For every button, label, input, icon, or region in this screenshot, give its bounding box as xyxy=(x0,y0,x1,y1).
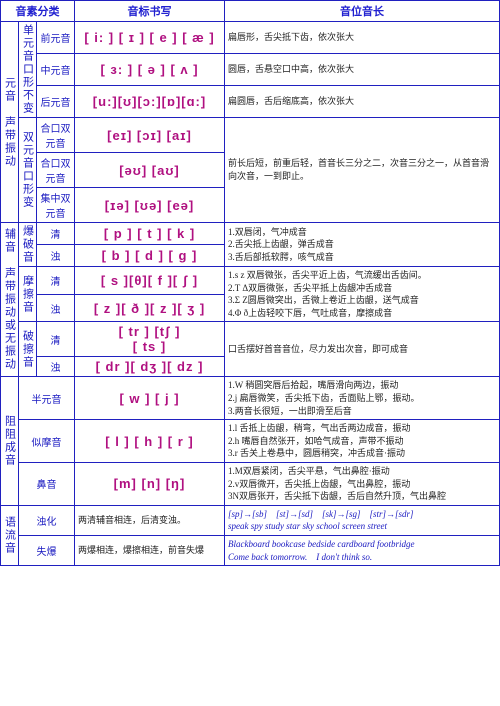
affric-voiced: 浊 xyxy=(37,357,75,377)
back-vowel-label: 后元音 xyxy=(37,86,75,118)
mono-side: 单元音口形不变 xyxy=(19,22,37,118)
front-vowel-desc: 扁唇形，舌尖抵下齿，依次张大 xyxy=(225,22,500,54)
vowel-side: 元音 声带振动 xyxy=(1,22,19,223)
zhuo-desc: [sp]→[sb] [st]→[sd] [sk]→[sg] [str]→[sdr… xyxy=(225,505,500,535)
back-vowel-desc: 扁圆唇，舌后缩底高，依次张大 xyxy=(225,86,500,118)
mid-vowel-ipa: [ ɜ: ] [ ə ] [ ʌ ] xyxy=(75,54,225,86)
plosive-vl-ipa: [ p ] [ t ] [ k ] xyxy=(75,223,225,245)
semi-ipa: [ w ] [ j ] xyxy=(75,377,225,420)
cons-side: 辅音 声带振动或无振动 xyxy=(1,223,19,377)
plosive-side: 爆破音 xyxy=(19,223,37,267)
approx-label: 似摩音 xyxy=(19,420,75,463)
approx-desc: 1.l 舌抵上齿龈，稍弯，气出舌两边成音，振动2.h 嘴唇自然张开，如哈气成音，… xyxy=(225,420,500,463)
nasal-label: 鼻音 xyxy=(19,462,75,505)
zhuo-label: 浊化 xyxy=(19,505,75,535)
shi-label: 失爆 xyxy=(19,535,75,565)
affric-side: 破擦音 xyxy=(19,322,37,377)
approx-ipa: [ l ] [ h ] [ r ] xyxy=(75,420,225,463)
fric-side: 摩擦音 xyxy=(19,267,37,322)
mid-vowel-desc: 圆唇，舌悬空口中高，依次张大 xyxy=(225,54,500,86)
fric-voiceless: 清 xyxy=(37,267,75,295)
semi-desc: 1.W 稍圆突唇后拾起，嘴唇滑向两边，振动2.j 扁唇微笑，舌尖抵下齿，舌面贴上… xyxy=(225,377,500,420)
affric-desc: 口舌摆好首音音位，尽力发出次音，即可成音 xyxy=(225,322,500,377)
closing1-ipa: [eɪ] [ɔɪ] [aɪ] xyxy=(75,118,225,153)
shi-desc: Blackboard bookcase bedside cardboard fo… xyxy=(225,535,500,565)
hdr-class: 音素分类 xyxy=(1,1,75,22)
affric-vl-ipa: [ tr ] [tʃ ][ ts ] xyxy=(75,322,225,357)
centering-ipa: [ɪə] [ʊə] [eə] xyxy=(75,188,225,223)
plosive-voiceless: 清 xyxy=(37,223,75,245)
header-row: 音素分类 音标书写 音位音长 xyxy=(1,1,500,22)
obs-side: 阻阻成音 xyxy=(1,377,19,505)
centering-label: 集中双元音 xyxy=(37,188,75,223)
closing2-label: 合口双元音 xyxy=(37,153,75,188)
fric-desc: 1.s z 双唇微张，舌尖平近上齿，气流缓出舌齿间。2.T Δ双唇微张，舌尖平抵… xyxy=(225,267,500,322)
back-vowel-ipa: [u:][ʊ][ɔ:][ɒ][ɑ:] xyxy=(75,86,225,118)
shi-mid: 两爆相连，爆擦相连，前音失爆 xyxy=(75,535,225,565)
closing2-ipa: [əʊ] [aʊ] xyxy=(75,153,225,188)
fric-vd-ipa: [ z ][ ð ][ z ][ ʒ ] xyxy=(75,294,225,322)
affric-vd-ipa: [ dr ][ dʒ ][ dz ] xyxy=(75,357,225,377)
liu-side: 语流音 xyxy=(1,505,19,565)
semi-label: 半元音 xyxy=(19,377,75,420)
affric-voiceless: 清 xyxy=(37,322,75,357)
closing1-label: 合口双元音 xyxy=(37,118,75,153)
hdr-ipa: 音标书写 xyxy=(75,1,225,22)
fric-voiced: 浊 xyxy=(37,294,75,322)
plosive-desc: 1.双唇闭，气冲成音2.舌尖抵上齿龈，弹舌成音3.舌后部抵软腭，咳气成音 xyxy=(225,223,500,267)
nasal-ipa: [m] [n] [ŋ] xyxy=(75,462,225,505)
plosive-voiced: 浊 xyxy=(37,245,75,267)
diph-desc: 前长后短，前重后轻，首音长三分之二，次音三分之一，从首音滑向次音，一到即止。 xyxy=(225,118,500,223)
phonetics-table: 音素分类 音标书写 音位音长 元音 声带振动 单元音口形不变 前元音 [ i: … xyxy=(0,0,500,566)
front-vowel-ipa: [ i: ] [ ɪ ] [ e ] [ æ ] xyxy=(75,22,225,54)
front-vowel-label: 前元音 xyxy=(37,22,75,54)
diph-side: 双元音口形变 xyxy=(19,118,37,223)
nasal-desc: 1.M双唇紧闭，舌尖平悬，气出鼻腔·振动2.v双唇微开，舌尖抵上齿龈，气出鼻腔，… xyxy=(225,462,500,505)
zhuo-mid: 两清辅音相连，后清变浊。 xyxy=(75,505,225,535)
plosive-vd-ipa: [ b ] [ d ] [ g ] xyxy=(75,245,225,267)
fric-vl-ipa: [ s ][θ][ f ][ ʃ ] xyxy=(75,267,225,295)
hdr-desc: 音位音长 xyxy=(225,1,500,22)
mid-vowel-label: 中元音 xyxy=(37,54,75,86)
